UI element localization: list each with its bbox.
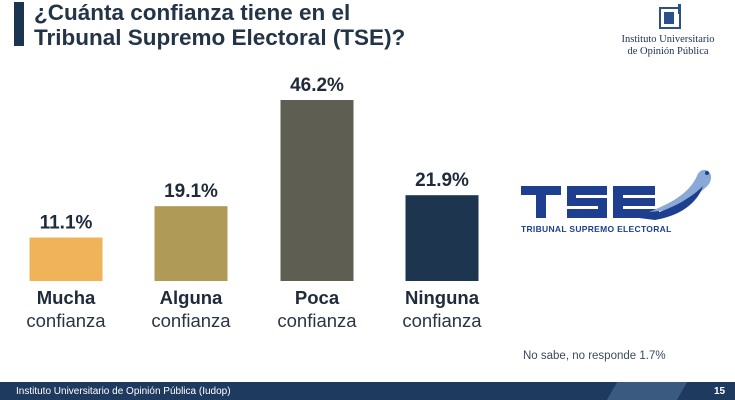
- bar-mucha: [29, 237, 103, 281]
- category-label-alguna: Alguna: [160, 287, 223, 308]
- no-response-note: No sabe, no responde 1.7%: [523, 350, 666, 362]
- title-line-2: Tribunal Supremo Electoral (TSE)?: [34, 25, 406, 50]
- title-accent-bar: [14, 2, 24, 46]
- value-label-alguna: 19.1%: [164, 181, 218, 202]
- category-label-poca: Poca: [295, 287, 340, 308]
- iudop-logo-line-2: de Opinión Pública: [627, 46, 709, 57]
- page-number: 15: [714, 386, 726, 397]
- bar-ninguna: [405, 195, 479, 281]
- category-sublabel-poca: confianza: [277, 310, 357, 331]
- bar-alguna: [154, 206, 228, 281]
- tse-logo-icon: [521, 169, 712, 220]
- category-label-mucha: Mucha: [37, 287, 96, 308]
- footer-text: Instituto Universitario de Opinión Públi…: [16, 386, 231, 397]
- value-label-poca: 46.2%: [290, 75, 344, 96]
- value-label-mucha: 11.1%: [40, 213, 93, 234]
- value-label-ninguna: 21.9%: [415, 170, 469, 191]
- page-title: ¿Cuánta confianza tiene en el Tribunal S…: [34, 0, 574, 50]
- iudop-logo-icon: [648, 4, 688, 34]
- tse-logo-name: TRIBUNAL SUPREMO ELECTORAL: [521, 224, 672, 234]
- footer-stripe: [606, 382, 688, 400]
- category-sublabel-mucha: confianza: [26, 310, 106, 331]
- iudop-logo: Instituto Universitario de Opinión Públi…: [608, 4, 728, 60]
- category-label-ninguna: Ninguna: [405, 287, 480, 308]
- title-line-1: ¿Cuánta confianza tiene en el: [34, 0, 351, 25]
- category-sublabel-alguna: confianza: [151, 310, 231, 331]
- category-sublabel-ninguna: confianza: [402, 310, 482, 331]
- footer-bar: Instituto Universitario de Opinión Públi…: [0, 382, 735, 400]
- bar-poca: [280, 100, 354, 281]
- iudop-logo-line-1: Instituto Universitario: [621, 34, 715, 45]
